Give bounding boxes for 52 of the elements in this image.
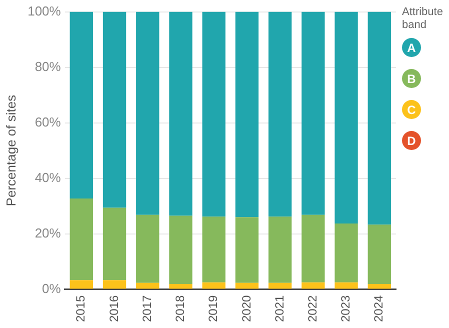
x-tick-label: 2018 xyxy=(173,294,188,322)
x-tick-label: 2016 xyxy=(106,294,121,322)
x-tick-label: 2021 xyxy=(272,294,286,322)
y-tick-label: 20% xyxy=(34,225,62,240)
bar xyxy=(102,12,126,208)
bar xyxy=(368,284,391,289)
x-tick-label: 2020 xyxy=(239,294,254,322)
text: C xyxy=(402,100,421,119)
bar xyxy=(302,282,325,289)
x-tick-label: 2017 xyxy=(140,294,154,322)
text: D xyxy=(402,131,421,150)
bar xyxy=(202,12,226,217)
bar xyxy=(268,282,292,289)
bar xyxy=(202,282,226,289)
x-tick-label: 2015 xyxy=(74,294,88,322)
bar xyxy=(368,12,391,225)
bar xyxy=(169,284,192,289)
bar xyxy=(70,12,93,199)
bar xyxy=(302,12,325,215)
series-label: A xyxy=(402,38,421,57)
bar xyxy=(202,216,226,282)
bar xyxy=(235,282,259,289)
bar xyxy=(169,12,192,216)
bar xyxy=(70,280,93,289)
x-tick-label: 2022 xyxy=(305,294,320,322)
y-tick-label: 0% xyxy=(42,280,62,296)
bar xyxy=(169,216,192,284)
bar xyxy=(235,217,259,283)
text: B xyxy=(402,69,421,88)
y-axis-title: Percentage of sites xyxy=(3,94,18,206)
bar xyxy=(70,198,93,280)
bar xyxy=(334,224,358,282)
bar xyxy=(334,282,358,289)
bar xyxy=(102,208,126,280)
y-tick-label: 60% xyxy=(34,114,62,130)
y-tick-label: 80% xyxy=(34,58,62,74)
bar xyxy=(368,224,391,284)
x-tick-label: 2023 xyxy=(338,294,353,322)
bar xyxy=(235,12,259,218)
bar xyxy=(136,12,160,215)
bar xyxy=(136,282,160,289)
bar xyxy=(268,216,292,283)
bar xyxy=(334,12,358,224)
bar xyxy=(268,12,292,217)
bar xyxy=(136,214,160,283)
x-tick-label: 2024 xyxy=(372,294,386,322)
bar xyxy=(302,214,325,282)
legend-title: Attribute band xyxy=(402,6,444,32)
x-tick-label: 2019 xyxy=(206,294,220,322)
y-tick-label: 100% xyxy=(28,3,62,18)
bar xyxy=(102,280,126,289)
y-tick-label: 40% xyxy=(34,170,62,185)
